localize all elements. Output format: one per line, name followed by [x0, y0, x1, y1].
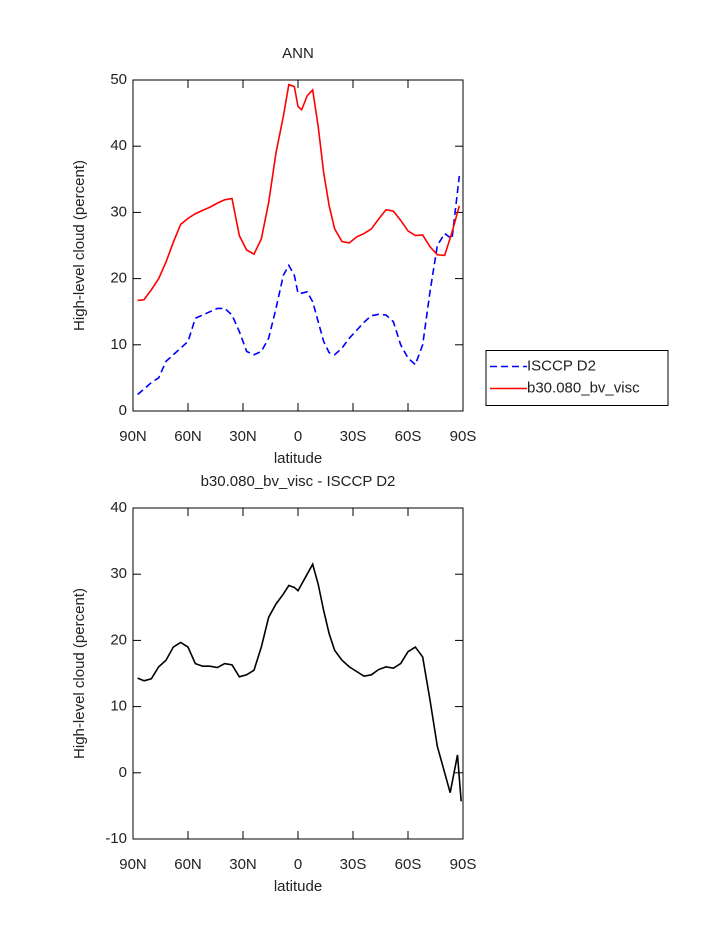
- x-tick-label: 90N: [119, 428, 147, 445]
- y-tick-label: 40: [110, 499, 127, 516]
- y-tick-label: 10: [110, 698, 127, 715]
- x-axis-label: latitude: [274, 450, 322, 467]
- panel: ANN latitude High-level cloud (percent) 0 10…: [71, 45, 669, 467]
- y-tick-label: 40: [110, 137, 127, 154]
- y-axis-label: High-level cloud (percent): [71, 160, 88, 331]
- panel: b30.080_bv_visc - ISCCP D2 latitude High-l…: [71, 473, 476, 895]
- y-tick-label: 0: [119, 764, 127, 781]
- y-axis-label: High-level cloud (percent): [71, 588, 88, 759]
- plot-frame: [132, 79, 464, 412]
- x-tick-label: 30S: [340, 856, 367, 873]
- x-tick-label: 0: [294, 856, 302, 873]
- y-tick-label: 0: [119, 402, 127, 419]
- y-tick-label: 50: [110, 71, 127, 88]
- y-tick-label: 30: [110, 565, 127, 582]
- legend-label: ISCCP D2: [527, 357, 596, 374]
- x-tick-label: 60N: [174, 428, 202, 445]
- x-tick-label: 30N: [229, 428, 257, 445]
- y-tick-label: 20: [110, 631, 127, 648]
- x-tick-label: 60N: [174, 856, 202, 873]
- x-axis-label: latitude: [274, 878, 322, 895]
- x-tick-label: 30N: [229, 856, 257, 873]
- y-tick-label: 30: [110, 203, 127, 220]
- x-tick-label: 0: [294, 428, 302, 445]
- legend-label: b30.080_bv_visc: [527, 379, 640, 396]
- chart-title: b30.080_bv_visc - ISCCP D2: [201, 473, 396, 490]
- line-series: [137, 83, 461, 302]
- line-series: [137, 175, 461, 396]
- y-tick-label: 10: [110, 336, 127, 353]
- line-series: [137, 562, 462, 802]
- x-tick-label: 90S: [450, 856, 477, 873]
- x-tick-label: 90N: [119, 856, 147, 873]
- chart-title: ANN: [282, 45, 314, 62]
- y-tick-label: -10: [105, 830, 127, 847]
- x-tick-label: 60S: [395, 428, 422, 445]
- y-tick-label: 20: [110, 270, 127, 287]
- legend-box: [485, 350, 669, 406]
- x-tick-label: 60S: [395, 856, 422, 873]
- x-tick-label: 90S: [450, 428, 477, 445]
- plot-frame: [132, 507, 464, 840]
- x-tick-label: 30S: [340, 428, 367, 445]
